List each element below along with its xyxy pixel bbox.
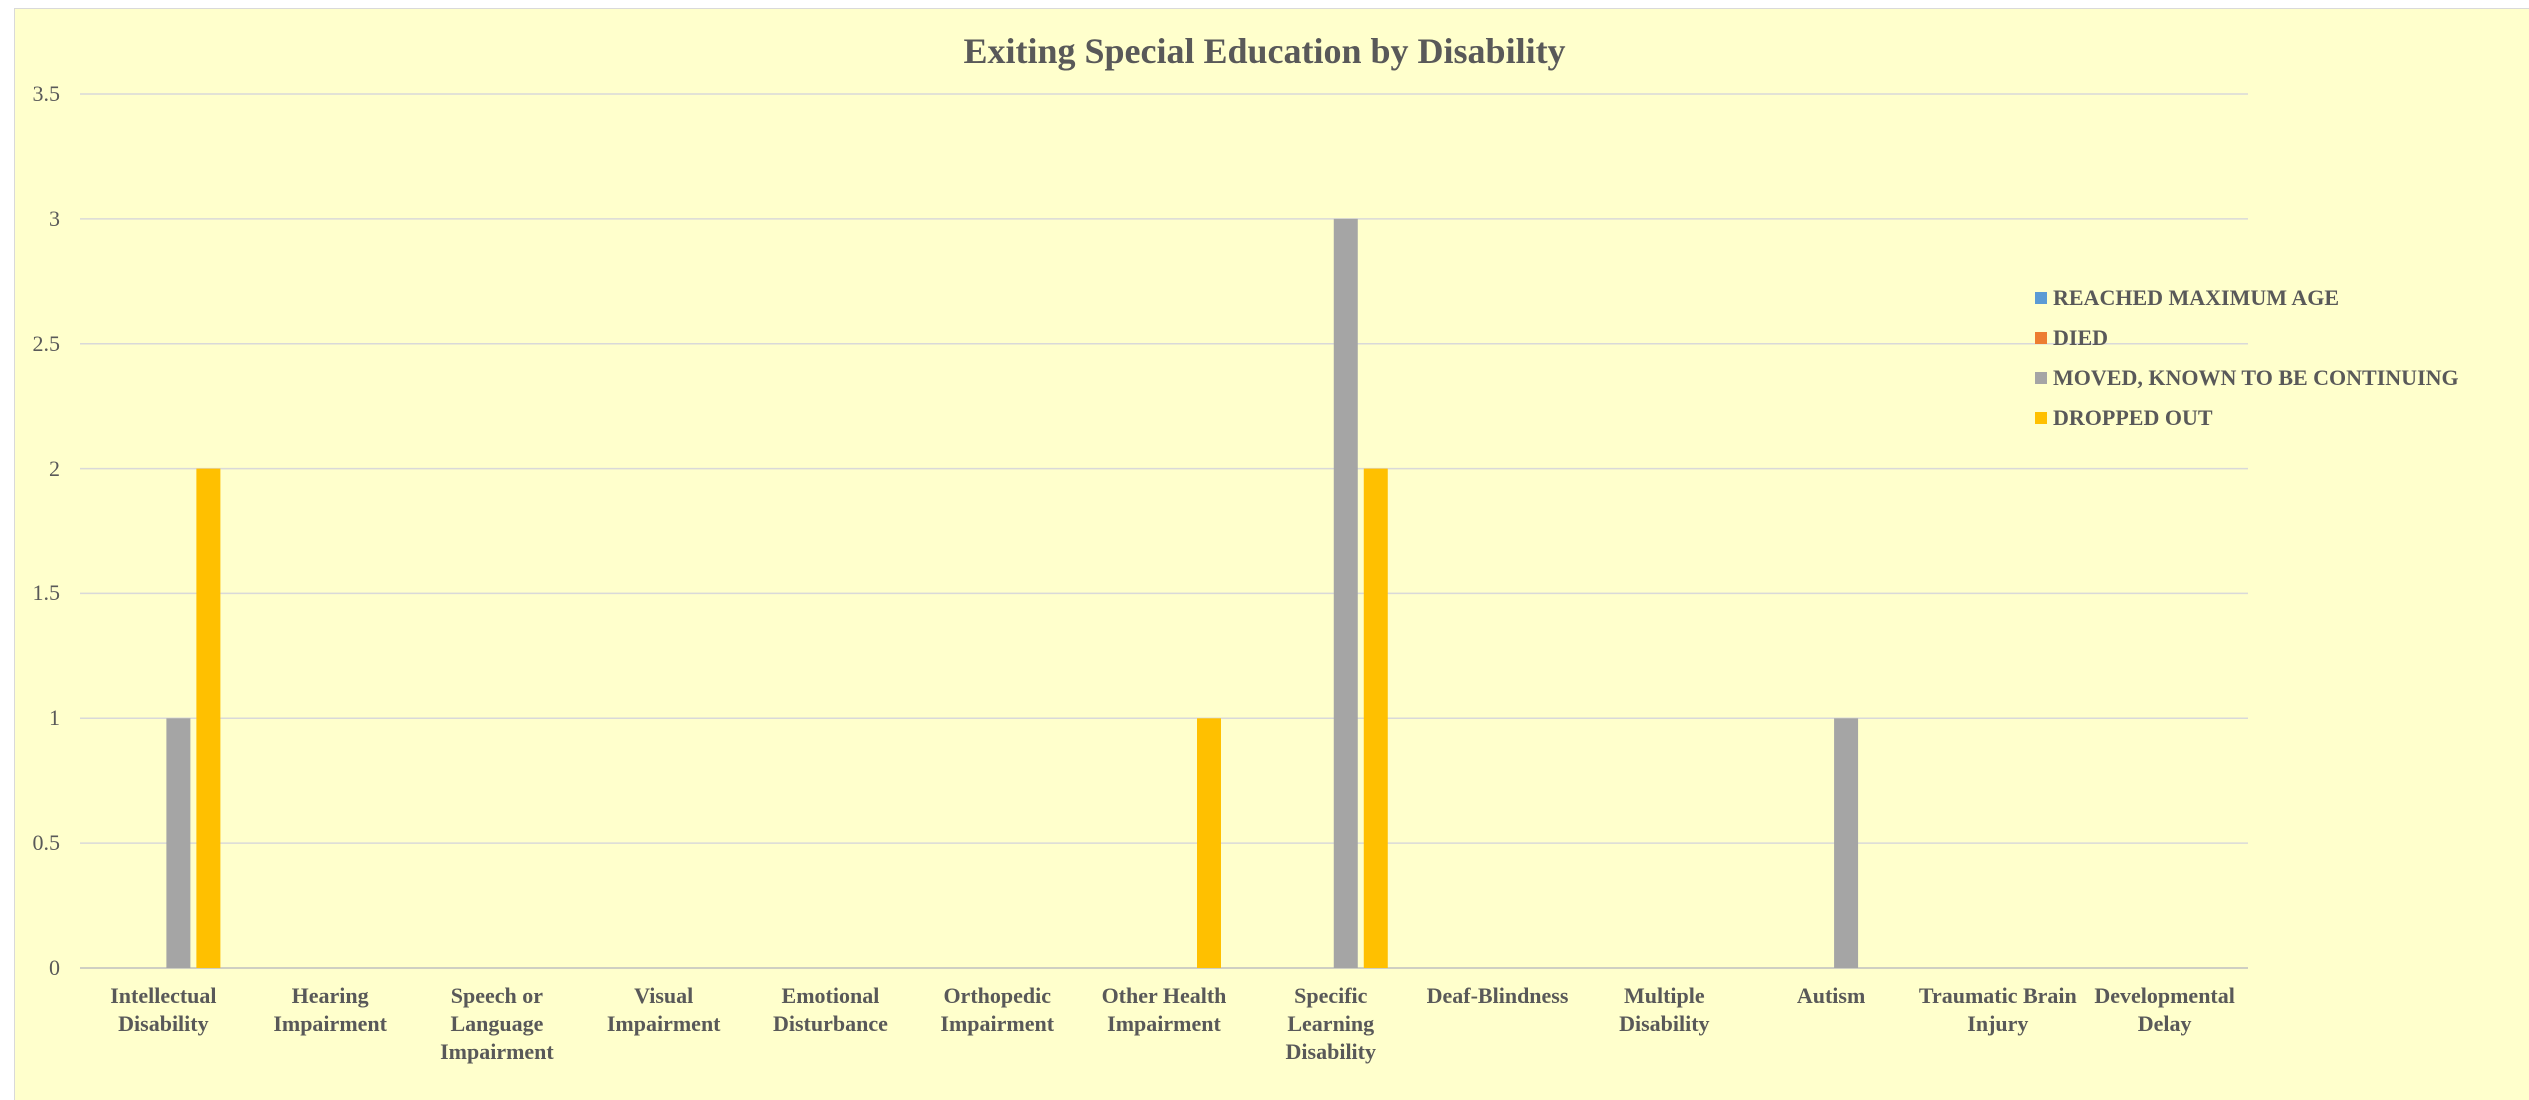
chart-title: Exiting Special Education by Disability bbox=[963, 31, 1566, 71]
legend-label: REACHED MAXIMUM AGE bbox=[2053, 285, 2339, 310]
legend-label: MOVED, KNOWN TO BE CONTINUING bbox=[2053, 365, 2459, 390]
bar bbox=[166, 718, 191, 968]
x-tick-label: Emotional Disturbance bbox=[773, 983, 888, 1036]
x-tick-label: Orthopedic Impairment bbox=[940, 983, 1055, 1036]
x-tick-label: Visual Impairment bbox=[606, 983, 721, 1036]
y-tick-label: 1.5 bbox=[32, 580, 61, 606]
legend-item: REACHED MAXIMUM AGE bbox=[2035, 278, 2459, 318]
y-tick-label: 2 bbox=[49, 455, 60, 481]
legend-swatch bbox=[2035, 332, 2047, 344]
x-tick-label: Other Health Impairment bbox=[1101, 983, 1227, 1036]
y-tick-label: 2.5 bbox=[32, 330, 61, 356]
legend-item: DIED bbox=[2035, 318, 2459, 358]
legend-item: MOVED, KNOWN TO BE CONTINUING bbox=[2035, 358, 2459, 398]
legend-item: DROPPED OUT bbox=[2035, 398, 2459, 438]
x-tick-label: Developmental Delay bbox=[2094, 983, 2235, 1036]
bar bbox=[1197, 718, 1221, 968]
legend-swatch bbox=[2035, 412, 2047, 424]
chart-area bbox=[14, 8, 2529, 1100]
bar bbox=[196, 468, 221, 968]
legend-label: DROPPED OUT bbox=[2053, 405, 2213, 430]
legend-swatch bbox=[2035, 292, 2047, 304]
bar bbox=[1363, 468, 1388, 968]
bar bbox=[1834, 718, 1859, 968]
x-tick-label: Multiple Disability bbox=[1619, 983, 1710, 1036]
x-tick-label: Intellectual Disability bbox=[110, 983, 217, 1036]
y-tick-label: 0.5 bbox=[32, 830, 61, 856]
bar bbox=[1333, 218, 1358, 968]
y-tick-label: 3.5 bbox=[32, 81, 61, 106]
x-tick-label: Hearing Impairment bbox=[273, 983, 387, 1036]
y-tick-label: 1 bbox=[49, 705, 60, 731]
legend: REACHED MAXIMUM AGE DIED MOVED, KNOWN TO B… bbox=[2035, 278, 2459, 438]
legend-swatch bbox=[2035, 372, 2047, 384]
y-tick-label: 0 bbox=[49, 955, 60, 980]
x-tick-label: Autism bbox=[1796, 983, 1866, 1008]
legend-label: DIED bbox=[2053, 325, 2109, 350]
y-tick-label: 3 bbox=[49, 205, 60, 231]
x-tick-label: Speech or Language Impairment bbox=[440, 983, 554, 1064]
x-tick-label: Traumatic Brain Injury bbox=[1918, 983, 2077, 1036]
x-tick-label: Specific Learning Disability bbox=[1285, 983, 1376, 1064]
x-tick-label: Deaf-Blindness bbox=[1426, 983, 1569, 1008]
